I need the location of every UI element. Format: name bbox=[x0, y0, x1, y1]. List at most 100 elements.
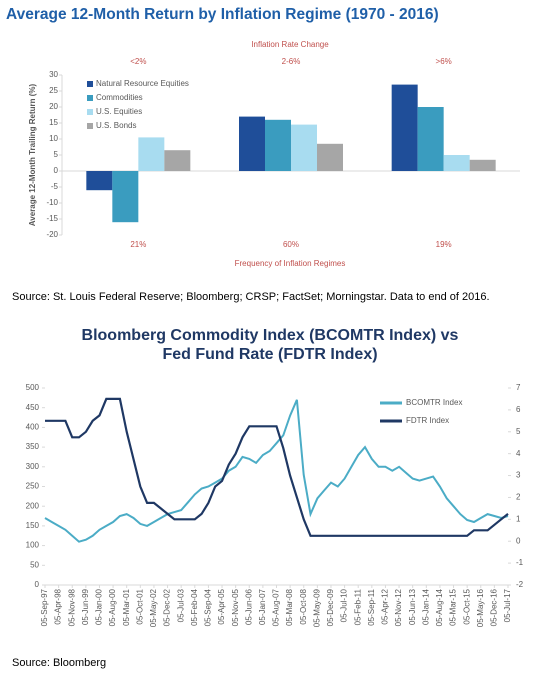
y-tick-label: 300 bbox=[26, 462, 40, 471]
y-axis-label: Average 12-Month Trailing Return (%) bbox=[28, 83, 37, 226]
x-tick-label: 05-Jan-07 bbox=[258, 588, 267, 625]
legend-label: U.S. Bonds bbox=[96, 121, 136, 130]
y2-tick-label: 2 bbox=[516, 493, 521, 502]
x-tick-label: 05-Feb-11 bbox=[353, 588, 362, 625]
x-tick-label: 05-Oct-01 bbox=[135, 588, 144, 624]
bar bbox=[112, 171, 139, 223]
x-tick-label: 05-Feb-04 bbox=[190, 588, 199, 625]
footnote-label: 19% bbox=[436, 240, 452, 249]
y-tick-label: 10 bbox=[49, 134, 58, 143]
line-series bbox=[44, 399, 509, 543]
x-tick-label: 05-Apr-98 bbox=[54, 588, 63, 624]
x-tick-label: 05-Apr-05 bbox=[217, 588, 226, 624]
legend-swatch bbox=[87, 95, 93, 101]
x-tick-label: 05-Dec-16 bbox=[489, 588, 498, 626]
y-tick-label: 50 bbox=[30, 560, 39, 569]
category-label: 2-6% bbox=[282, 57, 301, 66]
line-series bbox=[45, 397, 509, 537]
bar bbox=[443, 155, 470, 171]
y-tick-label: 0 bbox=[35, 580, 40, 589]
chart-title: Fed Fund Rate (FDTR Index) bbox=[162, 346, 377, 363]
x-tick-label: 05-May-09 bbox=[312, 588, 321, 627]
bar bbox=[239, 116, 265, 171]
y2-tick-label: 0 bbox=[516, 536, 521, 545]
y-tick-label: -15 bbox=[46, 214, 58, 223]
x-tick-label: 05-Sep-04 bbox=[204, 588, 213, 626]
x-tick-label: 05-Jun-99 bbox=[81, 588, 90, 625]
x-tick-label: 05-Nov-98 bbox=[67, 588, 76, 626]
chart-title: Bloomberg Commodity Index (BCOMTR Index)… bbox=[82, 327, 459, 344]
bar bbox=[391, 84, 418, 171]
y-tick-label: -20 bbox=[46, 230, 58, 239]
bar bbox=[469, 159, 496, 171]
y-tick-label: -10 bbox=[46, 198, 58, 207]
source: Source: Bloomberg bbox=[12, 657, 106, 669]
legend-label: BCOMTR Index bbox=[406, 398, 462, 407]
x-tick-label: 05-Dec-02 bbox=[163, 588, 172, 626]
y-tick-label: 200 bbox=[26, 501, 40, 510]
x-tick-label: 05-Jun-06 bbox=[244, 588, 253, 625]
legend-label: Commodities bbox=[96, 93, 143, 102]
x-tick-label: 05-Apr-12 bbox=[381, 588, 390, 624]
y-tick-label: 450 bbox=[26, 403, 40, 412]
bar bbox=[86, 171, 113, 191]
x-tick-label: 05-Nov-12 bbox=[394, 588, 403, 626]
y-tick-label: 350 bbox=[26, 442, 40, 451]
x-tick-label: 05-Jan-14 bbox=[421, 588, 430, 625]
y2-tick-label: 6 bbox=[516, 405, 521, 414]
y-tick-label: 250 bbox=[26, 482, 40, 491]
x-tick-label: 05-Jun-13 bbox=[408, 588, 417, 625]
y2-tick-label: 7 bbox=[516, 383, 521, 392]
y-tick-label: 0 bbox=[54, 166, 59, 175]
x-tick-label: 05-Oct-08 bbox=[299, 588, 308, 624]
x-tick-label: 05-Aug-07 bbox=[272, 588, 281, 626]
legend-swatch bbox=[87, 81, 93, 87]
y2-tick-label: 4 bbox=[516, 449, 521, 458]
y2-tick-label: -1 bbox=[516, 558, 524, 567]
y-tick-label: 400 bbox=[26, 423, 40, 432]
chart-title: Average 12-Month Return by Inflation Reg… bbox=[6, 6, 439, 23]
x-tick-label: 05-Dec-09 bbox=[326, 588, 335, 626]
y-tick-label: 20 bbox=[49, 102, 58, 111]
y2-tick-label: 1 bbox=[516, 514, 521, 523]
x-tick-label: 05-Sep-97 bbox=[40, 588, 49, 626]
x-tick-label: 05-Mar-15 bbox=[449, 588, 458, 625]
x-tick-label: 05-Mar-01 bbox=[122, 588, 131, 625]
bar bbox=[317, 143, 343, 171]
source: Source: St. Louis Federal Reserve; Bloom… bbox=[12, 291, 490, 303]
x-tick-label: 05-Jul-10 bbox=[340, 588, 349, 622]
category-label: <2% bbox=[130, 57, 146, 66]
y-tick-label: 5 bbox=[54, 150, 59, 159]
bar bbox=[417, 107, 444, 171]
y-tick-label: 100 bbox=[26, 541, 40, 550]
x-tick-label: 05-Sep-11 bbox=[367, 588, 376, 625]
x-tick-label: 05-Jul-17 bbox=[503, 588, 512, 622]
top-axis-label: Inflation Rate Change bbox=[251, 40, 329, 49]
y-tick-label: 30 bbox=[49, 70, 58, 79]
legend-swatch bbox=[87, 109, 93, 115]
x-tick-label: 05-Mar-08 bbox=[285, 588, 294, 625]
y-tick-label: 500 bbox=[26, 383, 40, 392]
bar bbox=[265, 119, 291, 171]
legend-label: Natural Resource Equities bbox=[96, 79, 189, 88]
x-tick-label: 05-May-02 bbox=[149, 588, 158, 627]
x-tick-label: 05-Aug-00 bbox=[108, 588, 117, 626]
legend-label: FDTR Index bbox=[406, 416, 449, 425]
category-label: >6% bbox=[436, 57, 452, 66]
x-tick-label: 05-Nov-05 bbox=[231, 588, 240, 626]
footnote-label: 60% bbox=[283, 240, 299, 249]
legend-swatch bbox=[87, 123, 93, 129]
y2-tick-label: 5 bbox=[516, 427, 521, 436]
legend-label: U.S. Equities bbox=[96, 107, 142, 116]
x-tick-label: 05-May-16 bbox=[476, 588, 485, 627]
y2-tick-label: 3 bbox=[516, 471, 521, 480]
footnote-axis-label: Frequency of Inflation Regimes bbox=[235, 259, 346, 268]
x-tick-label: 05-Jan-00 bbox=[95, 588, 104, 625]
bar bbox=[164, 150, 191, 171]
y-tick-label: 15 bbox=[49, 118, 58, 127]
x-tick-label: 05-Jul-03 bbox=[176, 588, 185, 622]
x-tick-label: 05-Aug-14 bbox=[435, 588, 444, 626]
footnote-label: 21% bbox=[130, 240, 146, 249]
y2-tick-label: -2 bbox=[516, 580, 524, 589]
